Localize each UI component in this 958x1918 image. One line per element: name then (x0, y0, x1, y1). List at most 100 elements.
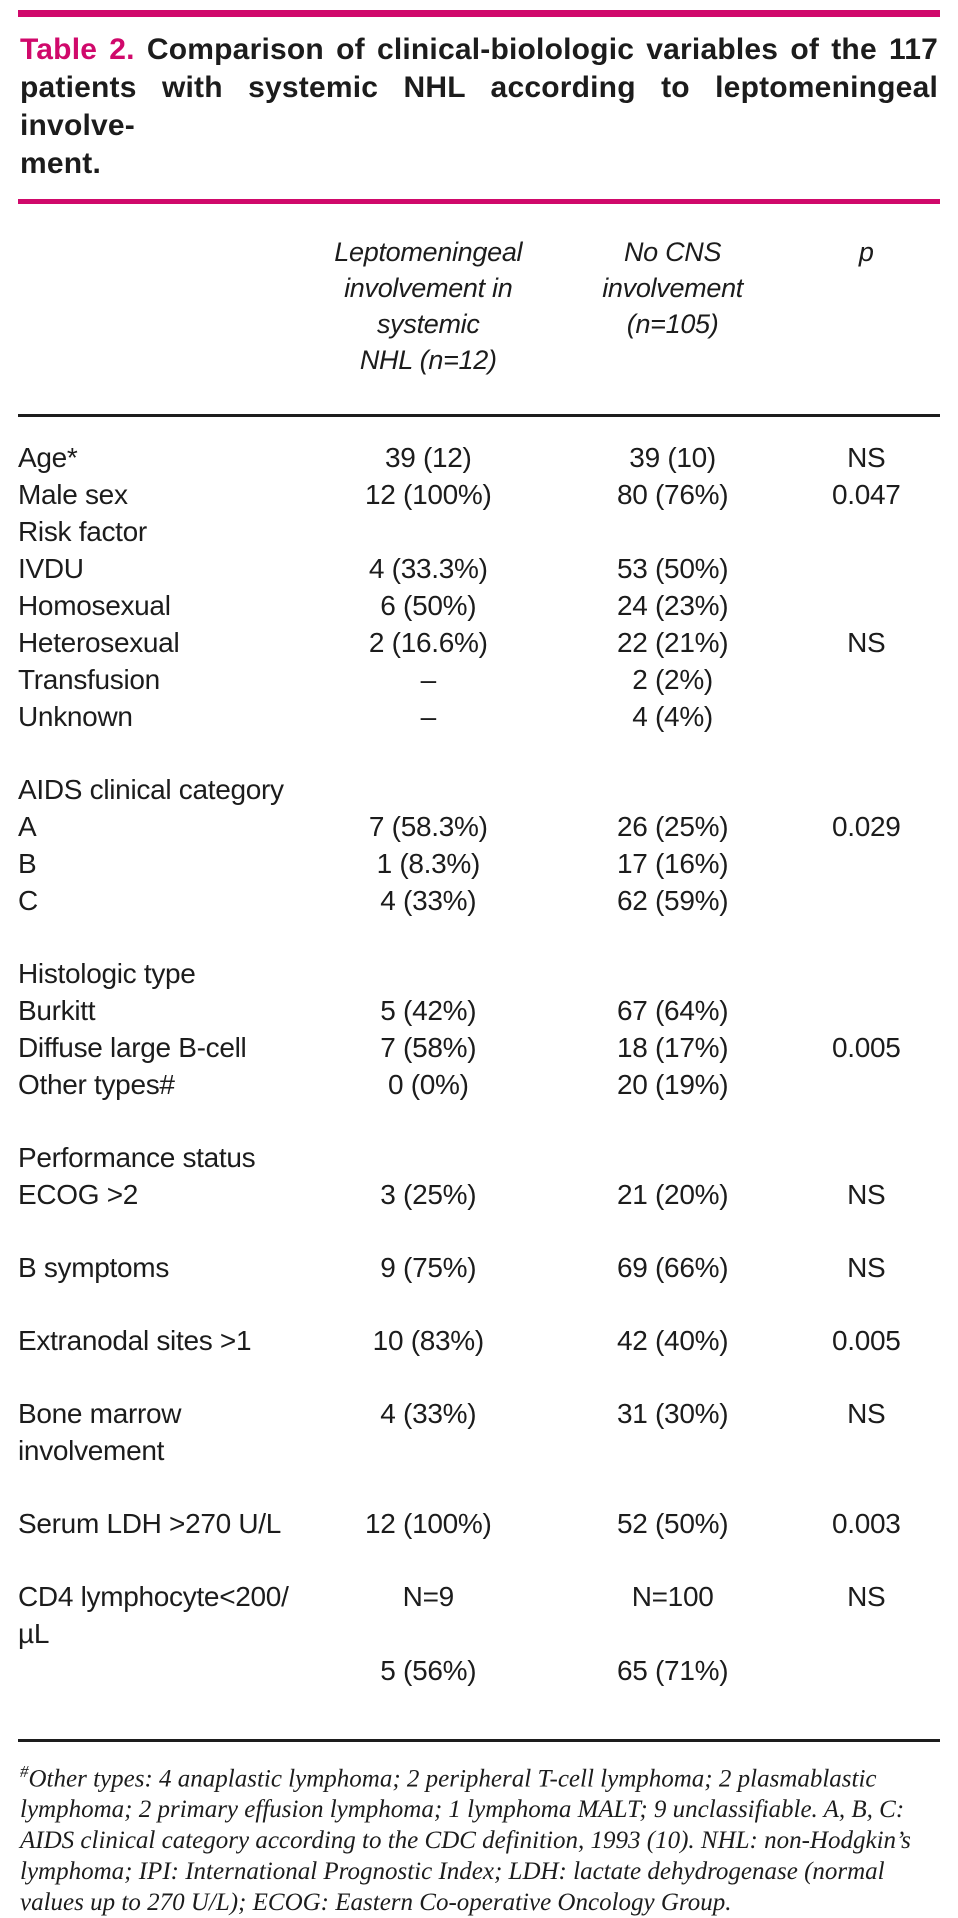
cell-no-cns-value: 31 (30%) (617, 1398, 729, 1429)
row-label: B symptoms (18, 1252, 170, 1283)
table-row: Unknown – 4 (4%) (18, 698, 940, 735)
cell-leptomeningeal-value: 10 (83%) (372, 1325, 485, 1356)
row-label: Risk factor (18, 516, 147, 547)
table-body: Age* 39 (12) 39 (10) NS Male sex 12 (100%) 80 … (18, 416, 940, 1690)
table-row: Male sex 12 (100%) 80 (76%) 0.047 (18, 476, 940, 513)
table-row: B 1 (8.3%) 17 (16%) (18, 845, 940, 882)
cell-leptomeningeal-value: 7 (58.3%) (368, 811, 488, 842)
cell-no-cns-value: 80 (76%) (617, 479, 729, 510)
spacer-row (18, 1469, 940, 1505)
row-label: Serum LDH >270 U/L (18, 1508, 282, 1539)
row-label: AIDS clinical category (18, 774, 284, 805)
row-label: Transfusion (18, 664, 160, 695)
cell-no-cns-value: 42 (40%) (617, 1325, 729, 1356)
row-label: IVDU (18, 553, 84, 584)
cell-p-value (792, 845, 940, 882)
cell-p-value (792, 1066, 940, 1103)
cell-leptomeningeal-value: 39 (12) (384, 442, 472, 473)
row-label: CD4 lymphocyte<200/µL (18, 1581, 289, 1649)
table-row: ECOG >2 3 (25%) 21 (20%) NS (18, 1176, 940, 1213)
cell-no-cns-value: 69 (66%) (617, 1252, 729, 1283)
row-label: Burkitt (18, 995, 96, 1026)
cell-leptomeningeal-value: 6 (50%) (380, 590, 477, 621)
cell-no-cns-value: 62 (59%) (617, 885, 729, 916)
row-label: Male sex (18, 479, 128, 510)
spacer-row (18, 1542, 940, 1578)
table-row: IVDU 4 (33.3%) 53 (50%) (18, 550, 940, 587)
spacer-cell (18, 919, 940, 955)
cell-p-value (792, 882, 940, 919)
cell-p-value (792, 513, 940, 550)
footnote-text: Other types: 4 anaplastic lymphoma; 2 pe… (20, 1765, 911, 1917)
table-row: Age* 39 (12) 39 (10) NS (18, 416, 940, 477)
footnote: #Other types: 4 anaplastic lymphoma; 2 p… (18, 1739, 940, 1918)
spacer-row (18, 1103, 940, 1139)
row-label: Unknown (18, 701, 133, 732)
cell-no-cns-value (553, 513, 793, 550)
row-label: Performance status (18, 1142, 256, 1173)
cell-leptomeningeal-value: 4 (33.3%) (368, 553, 488, 584)
title-line-3: ment. (20, 147, 102, 180)
cell-p-value: NS (847, 1252, 886, 1283)
spacer-row (18, 919, 940, 955)
cell-p-value: NS (847, 1398, 886, 1429)
cell-no-cns-value: 2 (2%) (632, 664, 713, 695)
row-label: Heterosexual (18, 627, 180, 658)
table-row: Transfusion – 2 (2%) (18, 661, 940, 698)
table-row: B symptoms 9 (75%) 69 (66%) NS (18, 1249, 940, 1286)
table-row: Burkitt 5 (42%) 67 (64%) (18, 992, 940, 1029)
row-label: Diffuse large B-cell (18, 1032, 247, 1063)
table-row: Heterosexual 2 (16.6%) 22 (21%) NS (18, 624, 940, 661)
spacer-cell (18, 1213, 940, 1249)
row-label: C (18, 885, 38, 916)
cell-leptomeningeal-value: 5 (42%) (380, 995, 477, 1026)
cell-p-value (792, 771, 940, 808)
cell-no-cns-value (553, 1139, 793, 1176)
title-bottom-accent-rule (18, 199, 940, 204)
cell-p-value: 0.005 (831, 1325, 901, 1356)
cell-leptomeningeal-value: 4 (33%) (380, 885, 477, 916)
cell-p-value: 0.005 (831, 1032, 901, 1063)
spacer-row (18, 1286, 940, 1322)
cell-no-cns-value: 53 (50%) (617, 553, 729, 584)
cell-p-value (792, 1139, 940, 1176)
table-row: Bone marrow involvement 4 (33%) 31 (30%) NS (18, 1395, 940, 1469)
cell-leptomeningeal-value: 1 (8.3%) (376, 848, 481, 879)
cell-no-cns-value: 21 (20%) (617, 1179, 729, 1210)
cell-no-cns-value: 20 (19%) (617, 1069, 729, 1100)
row-label: Homosexual (18, 590, 171, 621)
cell-no-cns-value: 26 (25%) (617, 811, 729, 842)
cell-no-cns-value: 39 (10) (629, 442, 716, 473)
cell-leptomeningeal-value (304, 771, 553, 808)
row-label (18, 1652, 304, 1689)
table-row: Serum LDH >270 U/L 12 (100%) 52 (50%) 0.003 (18, 1505, 940, 1542)
cell-leptomeningeal-value: 0 (0%) (387, 1069, 469, 1100)
cell-leptomeningeal-value (304, 513, 553, 550)
spacer-cell (18, 1469, 940, 1505)
table-row: Homosexual 6 (50%) 24 (23%) (18, 587, 940, 624)
cell-leptomeningeal-value: 7 (58%) (380, 1032, 477, 1063)
table-row: Diffuse large B-cell 7 (58%) 18 (17%) 0.005 (18, 1029, 940, 1066)
row-label: ECOG >2 (18, 1179, 139, 1210)
spacer-row (18, 1359, 940, 1395)
cell-leptomeningeal-value: 9 (75%) (380, 1252, 477, 1283)
page-title: Table 2. Comparison of clinical-biololog… (20, 31, 938, 183)
cell-p-value: 0.047 (831, 479, 901, 510)
spacer-cell (18, 1286, 940, 1322)
row-label: Other types# (18, 1069, 175, 1100)
top-accent-rule (18, 10, 940, 17)
table-row: Performance status (18, 1139, 940, 1176)
cell-no-cns-value (553, 771, 793, 808)
cell-no-cns-value: 18 (17%) (617, 1032, 729, 1063)
cell-p-value (792, 955, 940, 992)
cell-p-value: NS (847, 1179, 886, 1210)
table-header: Leptomeningeal involvement in systemic N… (18, 234, 940, 417)
spacer-cell (18, 1542, 940, 1578)
cell-leptomeningeal-value: 4 (33%) (380, 1398, 477, 1429)
title-line-1: Comparison of clinical-biolologic variab… (146, 33, 938, 66)
table-row: CD4 lymphocyte<200/µL N=9 N=100 NS (18, 1578, 940, 1652)
table-number-label: Table 2. (20, 33, 135, 66)
footnote-marker: # (20, 1762, 29, 1781)
cell-leptomeningeal-value: – (420, 664, 437, 695)
cell-p-value (792, 698, 940, 735)
